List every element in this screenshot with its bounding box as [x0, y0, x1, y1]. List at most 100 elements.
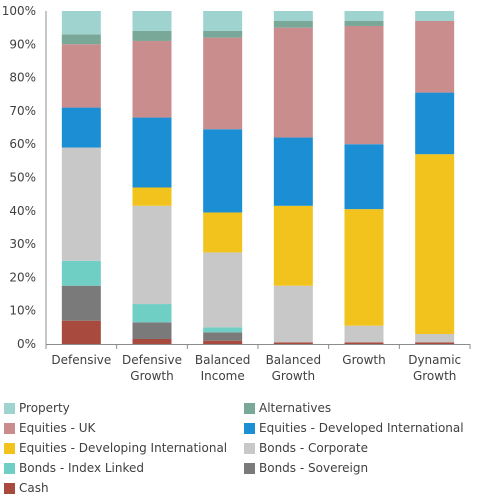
bar-segment [132, 30, 172, 41]
bar-segment [415, 154, 455, 335]
legend-item: Bonds - Index Linked [4, 458, 144, 478]
legend-label: Equities - Developed International [259, 421, 464, 435]
legend-swatch [244, 462, 255, 474]
bar-segment [203, 252, 243, 328]
bar-segment [203, 327, 243, 333]
bar-segment [273, 20, 313, 28]
legend-item: Cash [4, 478, 49, 498]
x-tick-label-line: Growth [413, 369, 456, 383]
y-tick-label: 0% [17, 337, 36, 351]
x-tick-label-line: Dynamic [408, 353, 461, 367]
y-tick-label: 60% [9, 137, 36, 151]
y-tick-label: 20% [9, 270, 36, 284]
bar-segment [61, 44, 101, 108]
bar-segment [203, 30, 243, 38]
bar-segment [61, 285, 101, 321]
bar-segment [344, 144, 384, 210]
bar-segment [61, 320, 101, 344]
bar-segment [132, 339, 172, 344]
y-tick-label: 80% [9, 71, 36, 85]
legend-label: Alternatives [259, 401, 332, 415]
legend-label: Property [19, 401, 70, 415]
legend-label: Equities - UK [19, 421, 96, 435]
legend-label: Bonds - Index Linked [19, 461, 145, 475]
bar-segment [344, 25, 384, 145]
bar-segment [132, 304, 172, 323]
legend: Property Alternatives Equities - UK Equitie… [0, 398, 478, 496]
bar-segment [132, 11, 172, 31]
x-tick-label: Balanced Growth [266, 353, 321, 383]
bar-segment [203, 212, 243, 253]
bar-segment [273, 137, 313, 206]
bar-segment [273, 285, 313, 343]
legend-item: Bonds - Corporate [244, 438, 368, 458]
legend-swatch [244, 442, 255, 454]
bar-segment [203, 340, 243, 344]
y-axis: 0% 10% 20% 30% 40% 50% 60% 70% 80% 90% 100% [2, 4, 47, 351]
bar-segment [132, 40, 172, 118]
x-tick-label-line: Growth [130, 369, 173, 383]
bar-segment [344, 20, 384, 26]
legend-swatch [4, 402, 15, 414]
legend-swatch [244, 402, 255, 414]
x-tick-label: Defensive Growth [122, 353, 182, 383]
bar-segment [132, 117, 172, 188]
legend-item: Property [4, 398, 70, 418]
legend-label: Bonds - Corporate [259, 441, 368, 455]
legend-item: Equities - Developed International [244, 418, 464, 438]
bar-segment [415, 11, 455, 21]
bar-segment [203, 37, 243, 130]
x-tick-label: Dynamic Growth [408, 353, 461, 383]
bars [61, 11, 455, 344]
y-tick-label: 40% [9, 204, 36, 218]
bar-segment [61, 34, 101, 45]
stacked-bar-chart: 0% 10% 20% 30% 40% 50% 60% 70% 80% 90% 100% Defens… [2, 4, 471, 383]
bar-segment [61, 147, 101, 261]
x-tick-label-line: Defensive [51, 353, 111, 367]
x-tick-label-line: Growth [272, 369, 315, 383]
legend-label: Cash [19, 481, 49, 495]
x-tick-label-line: Balanced [195, 353, 250, 367]
x-tick-label: Defensive [51, 353, 111, 367]
y-tick-label: 10% [9, 304, 36, 318]
bar-segment [344, 11, 384, 21]
y-tick-label: 70% [9, 104, 36, 118]
y-tick-label: 30% [9, 237, 36, 251]
x-tick-label: Growth [342, 353, 385, 367]
legend-swatch [4, 482, 15, 494]
bar-segment [415, 20, 455, 93]
bar-segment [415, 334, 455, 343]
bar-segment [203, 332, 243, 341]
legend-swatch [4, 442, 15, 454]
bar-segment [203, 129, 243, 213]
legend-swatch [244, 422, 255, 434]
bar-segment [344, 342, 384, 344]
bar-segment [132, 205, 172, 305]
bar-segment [344, 325, 384, 343]
bar-segment [344, 209, 384, 326]
legend-item: Bonds - Sovereign [244, 458, 368, 478]
x-tick-label-line: Growth [342, 353, 385, 367]
legend-swatch [4, 422, 15, 434]
bar-segment [273, 205, 313, 286]
legend-item: Alternatives [244, 398, 331, 418]
bar-segment [61, 107, 101, 148]
y-tick-label: 90% [9, 37, 36, 51]
legend-item: Equities - UK [4, 418, 95, 438]
bar-segment [415, 342, 455, 344]
bar-segment [132, 322, 172, 340]
bar-segment [415, 92, 455, 155]
bar-segment [61, 11, 101, 35]
legend-label: Bonds - Sovereign [259, 461, 369, 475]
bar-segment [273, 342, 313, 344]
bar-segment [61, 260, 101, 286]
legend-swatch [4, 462, 15, 474]
bar-segment [132, 187, 172, 206]
y-tick-label: 50% [9, 171, 36, 185]
x-tick-label-line: Income [201, 369, 245, 383]
bar-segment [273, 27, 313, 138]
x-tick-label-line: Balanced [266, 353, 321, 367]
legend-label: Equities - Developing International [19, 441, 228, 455]
x-tick-label: Balanced Income [195, 353, 250, 383]
